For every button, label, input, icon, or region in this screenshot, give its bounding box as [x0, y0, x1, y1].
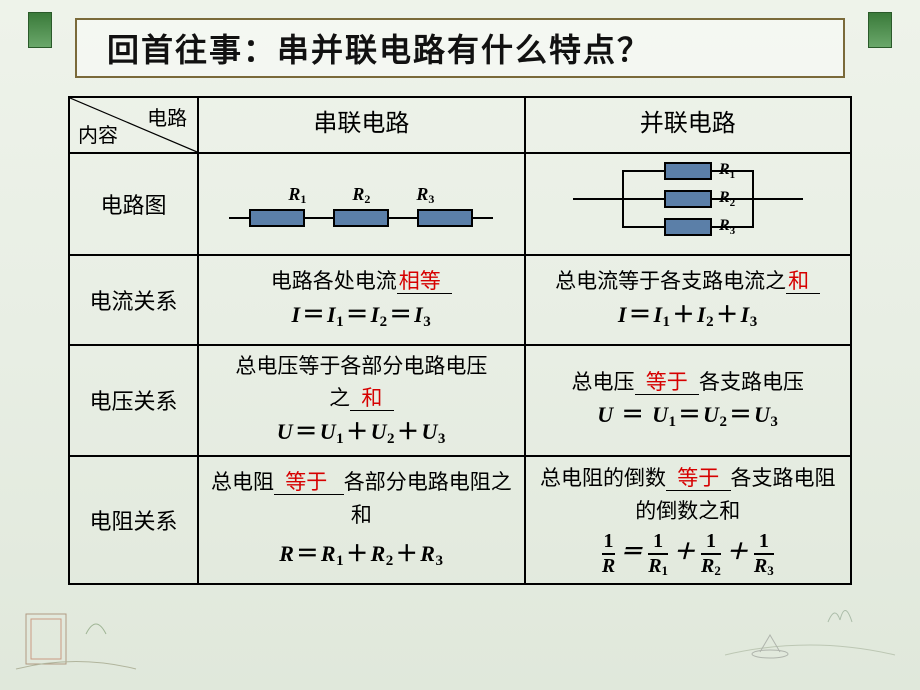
row-resist: 电阻关系 [69, 456, 198, 584]
page-title: 回首往事：串并联电路有什么特点？ [75, 18, 845, 78]
diagonal-header: 电路 内容 [69, 97, 198, 153]
resistor-icon [417, 209, 473, 227]
svg-text:R3: R3 [718, 217, 736, 237]
watermark-left-icon [6, 584, 146, 684]
svg-text:R1: R1 [718, 161, 735, 181]
header-circuit-kind: 电路 [147, 102, 187, 131]
series-circuit-diagram: R1 R2 R3 [198, 153, 525, 255]
resistor-icon [249, 209, 305, 227]
voltage-series-cell: 总电压等于各部分电路电压之 和 U＝U1＋U2＋U3 [198, 345, 525, 456]
header-content: 内容 [78, 119, 118, 148]
resist-parallel-cell: 总电阻的倒数 等于 各支路电阻的倒数之和 1R ＝ 1R1 ＋ 1R2 ＋ 1R… [525, 456, 851, 584]
row-circuit-diagram: 电路图 [69, 153, 198, 255]
bookmark-left [28, 12, 52, 48]
voltage-parallel-cell: 总电压 等于 各支路电压 U ＝ U1＝U2＝U3 [525, 345, 851, 456]
parallel-circuit-diagram: R1 R2 R3 [525, 153, 851, 255]
resist-series-cell: 总电阻 等于 各部分电路电阻之和 R＝R1＋R2＋R3 [198, 456, 525, 584]
current-series-cell: 电路各处电流相等 I＝I1＝I2＝I3 [198, 255, 525, 345]
header-parallel: 并联电路 [525, 97, 851, 153]
resistor-icon [333, 209, 389, 227]
header-series: 串联电路 [198, 97, 525, 153]
title-text: 回首往事：串并联电路有什么特点？ [107, 25, 651, 71]
current-parallel-cell: 总电流等于各支路电流之和 I＝I1＋I2＋I3 [525, 255, 851, 345]
svg-text:R2: R2 [718, 189, 736, 209]
row-voltage: 电压关系 [69, 345, 198, 456]
bookmark-right [868, 12, 892, 48]
circuit-table: 电路 内容 串联电路 并联电路 电路图 R1 R2 R3 [68, 96, 852, 585]
row-current: 电流关系 [69, 255, 198, 345]
watermark-right-icon [720, 580, 900, 670]
parallel-svg: R1 R2 R3 [563, 158, 813, 240]
